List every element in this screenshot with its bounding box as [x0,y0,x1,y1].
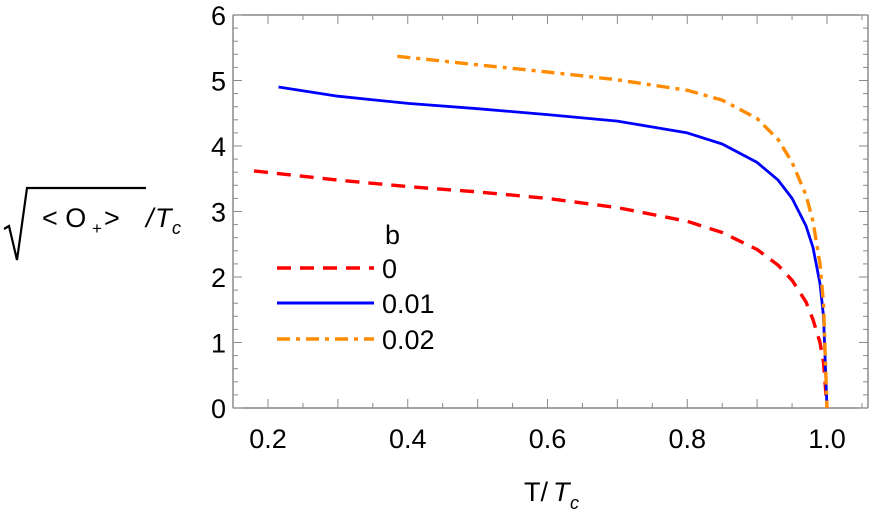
svg-text:T/: T/ [524,477,548,507]
y-tick-label: 5 [211,67,226,97]
curve-b-0.02 [397,54,829,409]
x-tick-label: 0.2 [249,424,287,454]
svg-text:>: > [104,203,120,233]
data-curves [253,54,829,409]
legend-label: 0.02 [382,325,435,355]
y-tick-label: 3 [211,198,226,228]
y-axis-label: < O + > / T c [3,186,181,261]
legend-label: 0.01 [382,289,435,319]
svg-text:+: + [92,219,102,238]
y-tick-label: 1 [211,329,226,359]
tick-labels: 0.2 0.4 0.6 0.8 1.0 0 1 2 3 4 5 6 [211,1,846,454]
x-tick-label: 1.0 [808,424,846,454]
y-tick-label: 0 [211,394,226,424]
curve-b-0 [253,169,829,409]
x-tick-label: 0.4 [389,424,427,454]
x-tick-label: 0.6 [529,424,567,454]
y-tick-label: 4 [211,132,226,162]
svg-text:/: / [144,203,156,233]
legend-label: 0 [382,254,397,284]
svg-text:T: T [553,477,572,507]
y-tick-label: 6 [211,1,226,31]
svg-text:< O: < O [42,203,86,233]
x-axis-label: T/ T c [524,477,579,513]
svg-text:T: T [155,203,174,233]
svg-text:c: c [570,493,579,513]
y-tick-label: 2 [211,263,226,293]
sqrt-symbol-icon [3,186,146,261]
svg-text:c: c [172,218,181,238]
curve-b-0.01 [278,85,829,409]
legend-title: b [385,220,400,250]
legend: b 0 0.01 0.02 [277,220,435,355]
x-tick-label: 0.8 [668,424,706,454]
